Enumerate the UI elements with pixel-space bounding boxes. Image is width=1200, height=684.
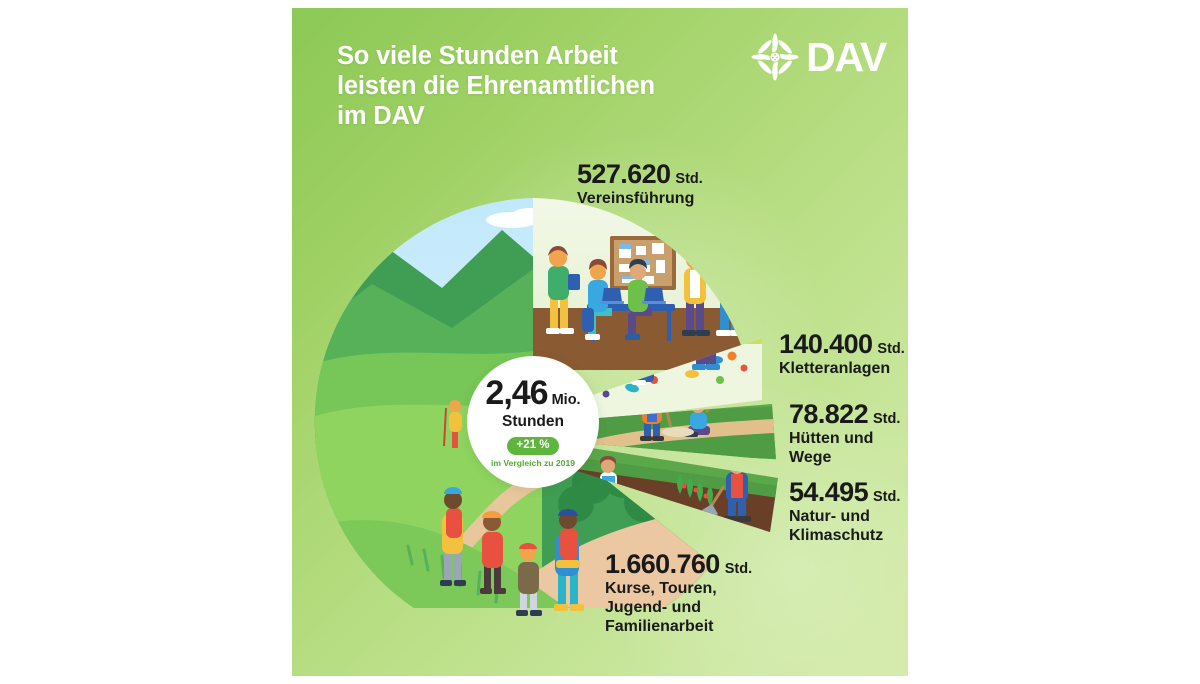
callout-kurse-touren: 1.660.760 Std. Kurse, Touren, Jugend- un… — [605, 550, 752, 636]
slice-vereinsfuehrung-scene — [533, 198, 742, 370]
callout-unit: Std. — [872, 411, 901, 427]
callout-label: Hütten und Wege — [789, 430, 874, 467]
header: So viele Stunden Arbeit leisten die Ehre… — [292, 8, 908, 158]
callout-unit: Std. — [872, 489, 901, 505]
page-title: So viele Stunden Arbeit leisten die Ehre… — [337, 41, 737, 131]
callout-huetten-und-wege: 78.822 Std. Hütten und Wege — [789, 400, 908, 467]
callout-value: 1.660.760 — [605, 549, 720, 579]
family-hikers-illustration — [440, 487, 584, 616]
callout-kletteranlagen: 140.400 Std. Kletteranlagen — [779, 330, 905, 378]
callout-label: Kurse, Touren, Jugend- und Familienarbei… — [605, 580, 717, 636]
title-line-3: im DAV — [337, 102, 425, 130]
callout-value: 140.400 — [779, 329, 873, 359]
callout-value: 78.822 — [789, 399, 869, 429]
callout-value-row: 54.495 Std. — [789, 477, 901, 507]
callout-unit: Std. — [877, 341, 905, 357]
dav-logo: DAV — [751, 33, 887, 81]
callout-value: 54.495 — [789, 477, 869, 507]
growth-badge: +21 % — [506, 437, 560, 455]
center-total: 2,46 Mio. Stunden +21 % im Vergleich zu … — [467, 356, 599, 488]
callout-unit: Std. — [675, 171, 703, 187]
callout-label: Kletteranlagen — [779, 360, 891, 378]
callout-natur-und-klimaschutz: 54.495 Std. Natur- und Klimaschutz — [789, 478, 900, 545]
dav-wordmark: DAV — [806, 33, 887, 80]
center-unit: Mio. — [551, 392, 581, 409]
callout-value-row: 1.660.760 Std. — [605, 549, 753, 579]
comparison-note: im Vergleich zu 2019 — [490, 457, 576, 468]
title-line-2: leisten die Ehrenamtlichen — [337, 72, 655, 100]
callout-value-row: 140.400 Std. — [779, 329, 905, 359]
callout-label: Vereinsführung — [577, 190, 695, 208]
callout-vereinsfuehrung: 527.620 Std. Vereinsführung — [577, 160, 703, 208]
callout-unit: Std. — [724, 561, 753, 577]
center-label: Stunden — [502, 413, 564, 431]
center-value: 2,46 — [485, 374, 548, 413]
callout-value: 527.620 — [577, 159, 671, 189]
callout-label: Natur- und Klimaschutz — [789, 508, 884, 545]
title-line-1: So viele Stunden Arbeit — [337, 42, 618, 70]
infographic-panel: So viele Stunden Arbeit leisten die Ehre… — [292, 8, 908, 676]
callout-value-row: 527.620 Std. — [577, 159, 703, 189]
callout-value-row: 78.822 Std. — [789, 399, 908, 429]
center-value-row: 2,46 Mio. — [485, 376, 580, 410]
edelweiss-icon — [751, 33, 799, 81]
